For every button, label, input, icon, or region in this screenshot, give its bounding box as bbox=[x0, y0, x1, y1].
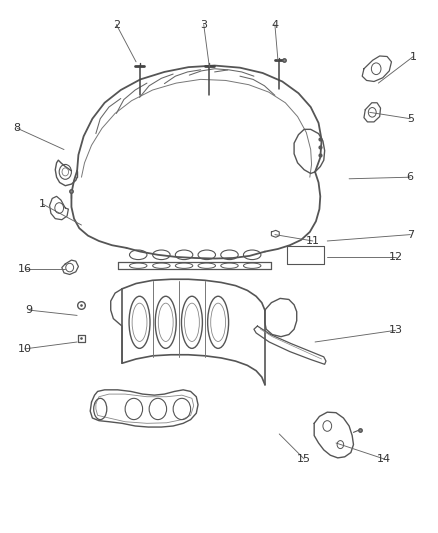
Text: 9: 9 bbox=[25, 305, 33, 315]
Text: 14: 14 bbox=[377, 454, 391, 464]
Text: 7: 7 bbox=[406, 230, 414, 240]
Text: 15: 15 bbox=[297, 454, 311, 464]
Text: 4: 4 bbox=[271, 20, 279, 30]
Text: 5: 5 bbox=[407, 114, 414, 124]
Text: 11: 11 bbox=[306, 236, 320, 246]
Text: 6: 6 bbox=[407, 172, 414, 182]
Text: 12: 12 bbox=[389, 252, 403, 262]
Text: 3: 3 bbox=[200, 20, 207, 30]
Text: 13: 13 bbox=[389, 325, 403, 335]
Text: 1: 1 bbox=[39, 199, 46, 209]
Text: 2: 2 bbox=[113, 20, 120, 30]
Text: 1: 1 bbox=[410, 52, 417, 61]
Text: 10: 10 bbox=[18, 344, 32, 354]
Text: 16: 16 bbox=[18, 264, 32, 274]
Text: 8: 8 bbox=[14, 123, 21, 133]
